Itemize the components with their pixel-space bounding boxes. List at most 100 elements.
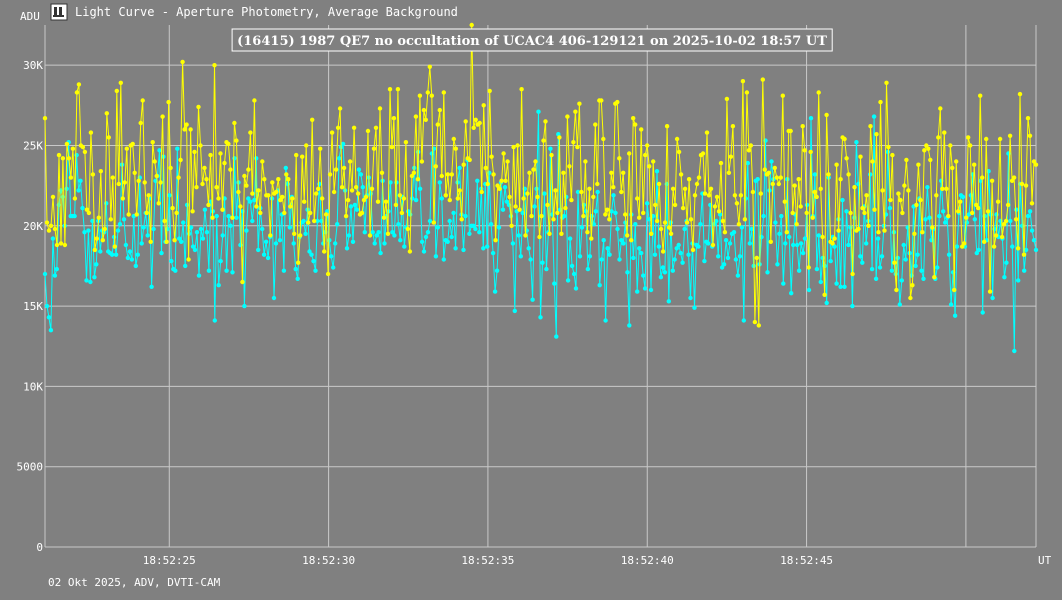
- data-point: [495, 183, 500, 188]
- data-point: [1005, 202, 1011, 208]
- data-point: [82, 230, 87, 235]
- data-point: [541, 138, 546, 143]
- data-point: [473, 117, 478, 123]
- y-tick-label: 20K: [23, 220, 43, 233]
- data-point: [100, 238, 106, 243]
- data-point: [818, 186, 823, 191]
- chart-title-box: (16415) 1987 QE7 no occultation of UCAC4…: [231, 28, 833, 52]
- data-point: [943, 220, 948, 225]
- data-point: [262, 177, 267, 182]
- data-point: [374, 233, 379, 238]
- data-point: [172, 238, 177, 243]
- data-point: [864, 241, 869, 246]
- data-point: [94, 262, 99, 267]
- data-point: [157, 148, 162, 153]
- y-tick-label: 25K: [23, 139, 43, 152]
- data-point: [631, 116, 636, 121]
- data-point: [1010, 244, 1015, 249]
- data-point: [607, 252, 612, 257]
- data-point: [674, 246, 679, 251]
- data-point: [587, 254, 593, 259]
- data-point: [355, 191, 361, 196]
- data-point: [183, 263, 188, 269]
- data-point: [517, 207, 522, 212]
- data-point: [895, 255, 900, 261]
- data-point: [796, 268, 802, 273]
- data-point: [92, 247, 98, 253]
- data-point: [383, 199, 389, 204]
- data-point: [635, 289, 640, 294]
- data-point: [928, 157, 933, 163]
- data-point: [814, 266, 820, 272]
- data-point: [208, 152, 213, 158]
- data-point: [284, 172, 289, 177]
- data-point: [447, 218, 452, 224]
- data-point: [58, 241, 64, 246]
- data-point: [356, 167, 362, 172]
- data-point: [559, 231, 564, 236]
- data-point: [716, 254, 721, 259]
- data-point: [924, 143, 929, 148]
- data-point: [319, 218, 324, 224]
- series-yellow: [42, 22, 1039, 328]
- data-point: [710, 242, 716, 248]
- data-point: [56, 152, 62, 158]
- data-point: [908, 295, 913, 301]
- data-point: [724, 96, 730, 102]
- data-point: [748, 143, 754, 148]
- data-point: [774, 175, 779, 180]
- data-point: [48, 328, 54, 333]
- data-point: [633, 122, 638, 127]
- data-point: [140, 98, 145, 103]
- data-point: [265, 255, 271, 261]
- data-point: [88, 279, 93, 285]
- data-point: [410, 196, 415, 201]
- data-point: [656, 244, 662, 249]
- data-point: [274, 189, 279, 195]
- data-point: [152, 159, 157, 164]
- data-point: [292, 231, 297, 236]
- data-point: [411, 170, 417, 175]
- data-point: [170, 205, 175, 211]
- data-point: [80, 144, 86, 150]
- data-point: [808, 116, 814, 121]
- footer-text: 02 Okt 2025, ADV, DVTI-CAM: [48, 576, 221, 589]
- data-point: [375, 199, 381, 204]
- data-point: [1014, 207, 1019, 212]
- data-point: [226, 141, 231, 147]
- data-point: [882, 228, 887, 233]
- data-point: [752, 319, 758, 325]
- data-point: [664, 124, 670, 129]
- data-point: [244, 228, 249, 233]
- data-point: [230, 215, 235, 220]
- data-point: [1031, 238, 1037, 243]
- data-point: [1023, 183, 1029, 188]
- data-point: [479, 189, 484, 195]
- data-point: [800, 250, 806, 256]
- data-point: [976, 247, 981, 253]
- data-point: [1003, 218, 1009, 224]
- data-point: [557, 135, 562, 140]
- data-point: [734, 201, 740, 206]
- data-point: [808, 149, 813, 155]
- data-point: [637, 215, 642, 220]
- data-point: [280, 194, 285, 200]
- data-point: [516, 233, 521, 238]
- data-point: [313, 268, 318, 273]
- data-point: [603, 318, 608, 323]
- data-point: [270, 180, 275, 185]
- data-point: [796, 177, 801, 182]
- data-point: [515, 143, 520, 148]
- data-point: [178, 157, 183, 163]
- data-point: [732, 193, 738, 198]
- data-point: [593, 209, 598, 214]
- data-point: [589, 236, 594, 241]
- data-point: [507, 194, 512, 200]
- data-point: [678, 250, 683, 256]
- data-point: [718, 160, 724, 166]
- data-point: [60, 156, 66, 161]
- data-point: [457, 165, 462, 171]
- data-point: [72, 196, 78, 201]
- data-point: [684, 220, 690, 225]
- data-point: [304, 143, 309, 148]
